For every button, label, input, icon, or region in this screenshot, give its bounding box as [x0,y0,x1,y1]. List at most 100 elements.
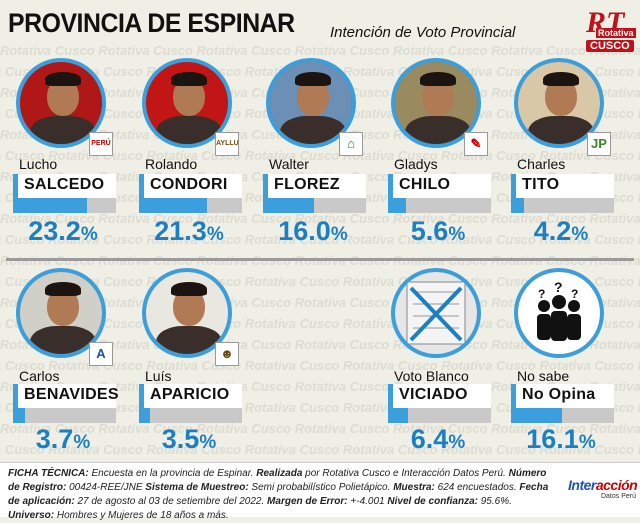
party-logo-icon: AYLLU [215,132,239,156]
interaccion-b: acción [595,477,638,493]
vote-percentage-value: 21.3 [154,216,207,246]
percent-sign: % [448,224,466,245]
portrait-body [156,326,222,354]
candidate-card: ✎ Gladys CHILO 5.6% [378,54,498,254]
interaccion-a: Inter [568,477,596,493]
candidate-photo [142,58,232,148]
vote-bar [13,198,116,213]
candidate-card: ??? No sabe No Opina 16.1% [501,264,621,464]
vote-bar-fill [511,408,563,423]
vote-percentage-value: 5.6 [410,216,449,246]
watermark-line: Rotativa Cusco Rotativa Cusco Rotativa C… [0,232,640,247]
muestra-value: 624 encuestados. [434,482,520,493]
svg-text:?: ? [538,287,545,301]
percent-sign: % [330,224,348,245]
vote-bar [511,198,614,213]
portrait-hair [543,72,579,86]
svg-text:?: ? [571,287,578,301]
portrait-hair [171,282,207,296]
crossed-ballot-icon [406,281,466,345]
candidate-card: JP Charles TITO 4.2% [501,54,621,254]
candidate-card: PERÚ Lucho SALCEDO 23.2% [3,54,123,254]
svg-text:?: ? [554,279,563,295]
vote-percentage-value: 16.0 [278,216,331,246]
candidate-photo: ??? [514,268,604,358]
realizada-label: Realizada [256,468,303,479]
vote-percentage-value: 3.5 [161,424,200,454]
nivel-value: 95.6%. [477,496,512,507]
party-logo-icon: ✎ [464,132,488,156]
candidate-first-name: Charles [517,156,566,172]
vote-bar [388,408,491,423]
percent-sign: % [73,432,91,453]
candidate-last-name: SALCEDO [24,176,105,193]
vote-percentage: 16.0% [253,216,373,247]
candidate-last-name-box: FLOREZ [263,174,366,198]
ficha-label: FICHA TÉCNICA: [8,468,89,479]
candidate-last-name-box: TITO [511,174,614,198]
vote-percentage: 16.1% [501,424,621,455]
watermark-line: Rotativa Cusco Rotativa Cusco Rotativa C… [0,43,640,58]
candidate-first-name: Walter [269,156,309,172]
candidate-photo [142,268,232,358]
portrait-body [30,326,96,354]
party-logo-icon: A [89,342,113,366]
portrait-body [30,116,96,144]
margen-label: Margen de Error: [267,496,348,507]
vote-bar [139,408,242,423]
percent-sign: % [206,224,224,245]
portrait-hair [295,72,331,86]
registro-label: Número de Registro: [8,468,547,493]
candidate-first-name: No sabe [517,368,570,384]
party-logo-icon: JP [587,132,611,156]
candidate-photo [16,268,106,358]
candidate-last-name-box: APARICIO [139,384,242,408]
vote-bar [511,408,614,423]
watermark-line: Rotativa Cusco Rotativa Cusco Rotativa C… [0,442,640,457]
watermark-line: Rotativa Cusco Rotativa Cusco Rotativa C… [0,211,640,226]
ficha-value: Encuesta en la provincia de Espinar. [88,468,257,479]
candidate-first-name: Gladys [394,156,438,172]
candidate-first-name: Luís [145,368,172,384]
page-title: PROVINCIA DE ESPINAR [8,8,295,38]
vote-bar-fill [139,408,151,423]
party-logo-icon: ☻ [215,342,239,366]
candidate-last-name-box: SALCEDO [13,174,116,198]
vote-bar-fill [263,198,315,213]
portrait-body [528,116,594,144]
candidate-last-name: FLOREZ [274,176,340,193]
watermark-line: Rotativa Cusco Rotativa Cusco Rotativa C… [0,421,640,436]
vote-bar [388,198,491,213]
vote-bar-fill [388,198,406,213]
ficha-tecnica: FICHA TÉCNICA: Encuesta en la provincia … [0,462,640,521]
party-logo-icon: ⌂ [339,132,363,156]
registro-value: 00424-REE/JNE [66,482,146,493]
candidate-last-name: CONDORI [150,176,228,193]
candidate-card: AYLLU Rolando CONDORI 21.3% [129,54,249,254]
candidate-last-name: BENAVIDES [24,386,119,403]
percent-sign: % [80,224,98,245]
interaccion-sub: Datos Perú [600,493,636,500]
portrait-hair [171,72,207,86]
nivel-label: Nivel de confianza: [387,496,478,507]
candidate-card: ⌂ Walter FLOREZ 16.0% [253,54,373,254]
vote-percentage-value: 23.2 [28,216,81,246]
vote-bar-fill [13,198,88,213]
vote-percentage: 23.2% [3,216,123,247]
undecided-people-icon: ??? [537,279,581,341]
vote-percentage: 3.7% [3,424,123,455]
rotativa-cusco-logo: RT Rotativa CUSCO [578,6,636,56]
percent-sign: % [578,432,596,453]
party-logo-icon: PERÚ [89,132,113,156]
watermark-line: Rotativa Cusco Rotativa Cusco Rotativa C… [0,358,640,373]
candidate-photo [266,58,356,148]
candidate-last-name: No Opina [522,386,596,403]
logo-line2: CUSCO [586,40,634,52]
vote-percentage-value: 6.4 [410,424,449,454]
candidate-card: ☻ Luís APARICIO 3.5% [129,264,249,464]
vote-percentage-value: 16.1 [526,424,579,454]
candidate-card: A Carlos BENAVIDES 3.7% [3,264,123,464]
portrait-hair [45,72,81,86]
portrait-body [280,116,346,144]
muestra-label: Muestra: [393,482,435,493]
